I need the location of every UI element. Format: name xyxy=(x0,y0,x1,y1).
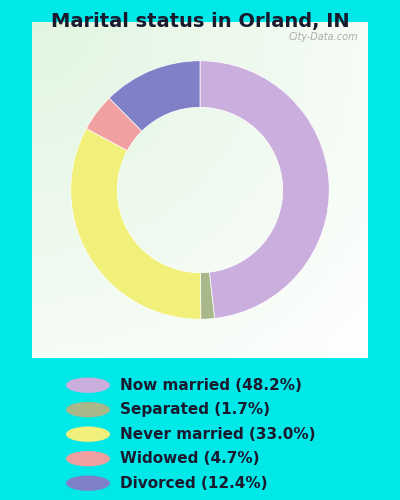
Text: City-Data.com: City-Data.com xyxy=(288,32,358,42)
Text: Widowed (4.7%): Widowed (4.7%) xyxy=(120,451,260,466)
Wedge shape xyxy=(200,272,214,319)
Wedge shape xyxy=(109,61,200,131)
Circle shape xyxy=(66,476,110,491)
Wedge shape xyxy=(200,61,329,318)
Text: Divorced (12.4%): Divorced (12.4%) xyxy=(120,476,268,490)
Circle shape xyxy=(66,451,110,466)
Circle shape xyxy=(66,402,110,417)
Text: Marital status in Orland, IN: Marital status in Orland, IN xyxy=(51,12,349,32)
Circle shape xyxy=(66,378,110,393)
Circle shape xyxy=(66,426,110,442)
Text: Never married (33.0%): Never married (33.0%) xyxy=(120,426,316,442)
Text: Separated (1.7%): Separated (1.7%) xyxy=(120,402,270,417)
Wedge shape xyxy=(71,128,201,319)
Text: Now married (48.2%): Now married (48.2%) xyxy=(120,378,302,392)
Wedge shape xyxy=(86,98,142,150)
